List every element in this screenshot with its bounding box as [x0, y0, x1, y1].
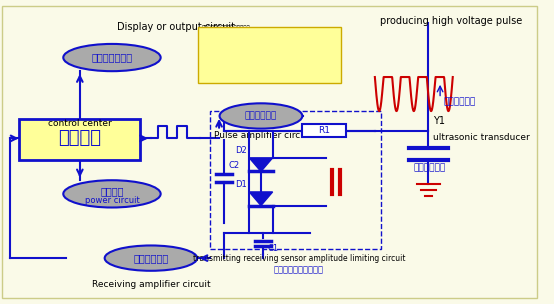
Bar: [211, 111, 381, 249]
Text: 接收放大电路: 接收放大电路: [134, 253, 168, 263]
Text: 仅发一体探头限幅电路: 仅发一体探头限幅电路: [274, 265, 324, 274]
Text: C2: C2: [229, 161, 240, 170]
Ellipse shape: [105, 245, 197, 271]
FancyBboxPatch shape: [19, 119, 140, 160]
Text: 脉冲放大电路: 脉冲放大电路: [245, 112, 277, 120]
Text: 控制中心: 控制中心: [58, 130, 101, 147]
Ellipse shape: [63, 180, 161, 208]
Text: 根据换能器的频率和实际工作要求
产生5~20个周期的脉冲信号，信号的频
率必须与换能器的频率相等，信号的幅
度为5Vpp: 根据换能器的频率和实际工作要求 产生5~20个周期的脉冲信号，信号的频 率必须与…: [202, 26, 265, 52]
Text: ultrasonic transducer: ultrasonic transducer: [433, 133, 530, 142]
Text: Y1: Y1: [433, 116, 445, 126]
Ellipse shape: [219, 103, 302, 129]
Text: Display or output circuit: Display or output circuit: [117, 22, 235, 32]
FancyBboxPatch shape: [2, 6, 537, 298]
Text: 产生高压脉冲: 产生高压脉冲: [443, 97, 475, 106]
FancyBboxPatch shape: [302, 124, 346, 137]
Text: producing high voltage pulse: producing high voltage pulse: [379, 16, 522, 26]
Text: 显示或输出电路: 显示或输出电路: [91, 53, 132, 63]
Text: Receiving amplifier circuit: Receiving amplifier circuit: [91, 280, 210, 288]
Ellipse shape: [63, 44, 161, 71]
FancyBboxPatch shape: [198, 27, 341, 83]
Text: 电源电路: 电源电路: [100, 186, 124, 196]
Text: control center: control center: [48, 119, 112, 128]
Text: Pulse amplifier circuit: Pulse amplifier circuit: [214, 131, 312, 140]
Text: D2: D2: [235, 146, 247, 155]
Text: C1: C1: [268, 244, 279, 253]
Text: transmitting receiving sensor amplitude limiting circuit: transmitting receiving sensor amplitude …: [193, 254, 405, 263]
Text: 超声波换能器: 超声波换能器: [414, 163, 446, 172]
Polygon shape: [249, 158, 273, 171]
Text: power circuit: power circuit: [85, 196, 140, 205]
Text: R1: R1: [318, 126, 330, 135]
Text: D1: D1: [235, 180, 247, 189]
Polygon shape: [249, 192, 273, 206]
